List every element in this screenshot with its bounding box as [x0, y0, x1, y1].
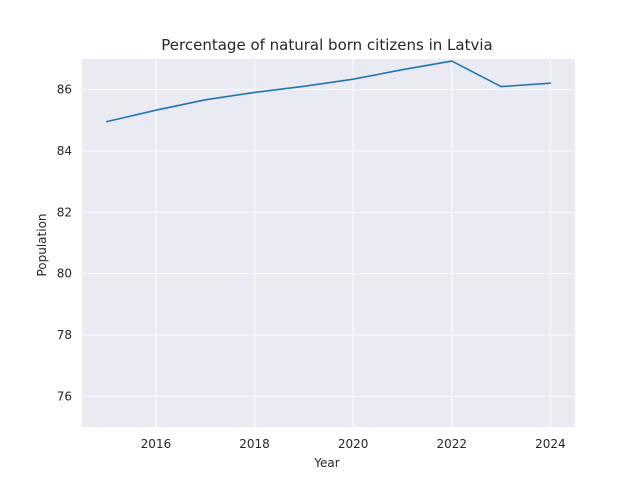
x-tick-label: 2020	[338, 437, 369, 451]
chart-title: Percentage of natural born citizens in L…	[161, 36, 492, 54]
y-axis-label: Population	[35, 213, 49, 276]
x-axis-label: Year	[313, 456, 339, 470]
series-layer	[105, 60, 552, 123]
y-tick-label: 80	[57, 267, 72, 281]
x-tick-label: 2016	[141, 437, 172, 451]
series-line	[105, 60, 552, 123]
y-tick-label: 76	[57, 389, 72, 403]
y-tick-label: 78	[57, 328, 72, 342]
plot-area	[82, 59, 575, 427]
x-gridlines	[155, 59, 551, 427]
y-gridlines	[82, 89, 575, 397]
y-tick-labels: 76 78 80 82 84 86	[57, 83, 72, 404]
x-tick-label: 2024	[535, 437, 566, 451]
y-tick-label: 84	[57, 144, 72, 158]
y-tick-label: 82	[57, 205, 72, 219]
y-tick-label: 86	[57, 83, 72, 97]
x-tick-label: 2018	[239, 437, 270, 451]
x-tick-labels: 2016 2018 2020 2022 2024	[141, 437, 566, 451]
x-tick-label: 2022	[436, 437, 467, 451]
